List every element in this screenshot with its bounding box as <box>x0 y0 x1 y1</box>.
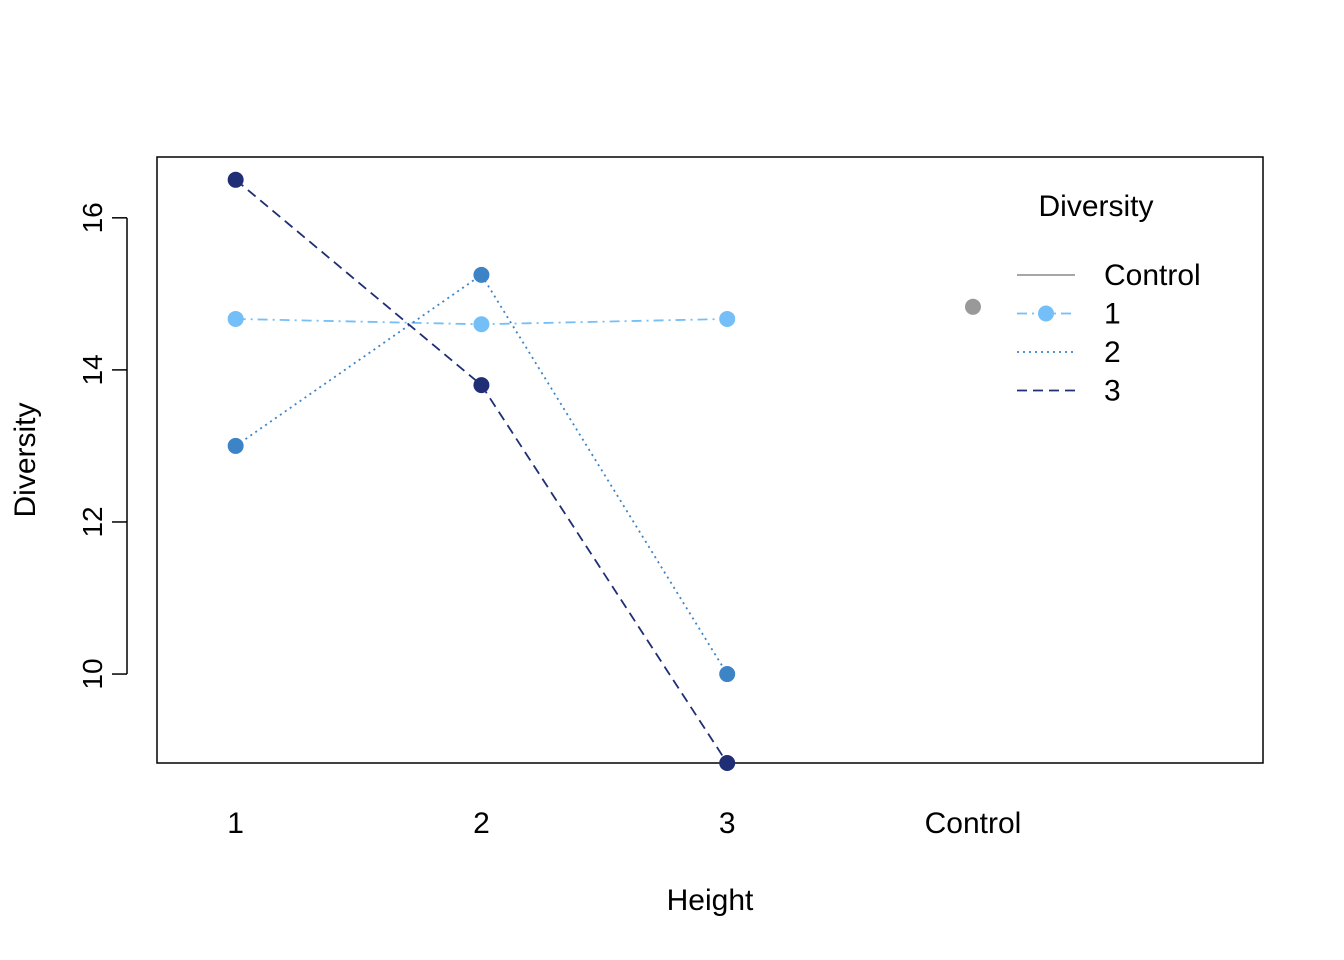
x-tick-label: Control <box>925 807 1022 840</box>
series-layer <box>227 171 981 771</box>
y-tick-label: 10 <box>77 658 108 689</box>
legend-label: 1 <box>1104 298 1121 331</box>
x-axis-label: Height <box>667 884 754 917</box>
data-point-3 <box>719 755 736 771</box>
data-point-1 <box>719 310 736 327</box>
legend-title: Diversity <box>1038 190 1153 223</box>
legend-swatch-marker <box>1038 305 1054 322</box>
legend: Diversity Control 1 2 3 <box>1017 190 1201 408</box>
data-point-2 <box>227 437 244 454</box>
data-point-3 <box>473 377 490 394</box>
y-tick-label: 16 <box>77 202 108 233</box>
x-tick-label: 2 <box>473 807 490 840</box>
x-tick-label: 3 <box>719 807 736 840</box>
y-tick-label: 14 <box>77 354 108 385</box>
data-point-2 <box>473 266 490 283</box>
data-point-2 <box>719 666 736 683</box>
legend-label: 3 <box>1104 375 1121 408</box>
x-tick-label: 1 <box>227 807 244 840</box>
data-point-1 <box>227 310 244 327</box>
y-axis: 10 12 14 16 <box>77 202 128 690</box>
data-point-3 <box>227 171 244 188</box>
series-line-2 <box>235 273 728 675</box>
y-tick-label: 12 <box>77 506 108 537</box>
plot-frame <box>156 156 1264 764</box>
legend-label: 2 <box>1104 336 1121 369</box>
data-point-1 <box>473 316 490 333</box>
y-axis-label: Diversity <box>9 402 42 517</box>
data-point-control <box>964 298 981 315</box>
legend-label: Control <box>1104 259 1201 292</box>
x-axis: 1 2 3 Control <box>227 807 1021 840</box>
